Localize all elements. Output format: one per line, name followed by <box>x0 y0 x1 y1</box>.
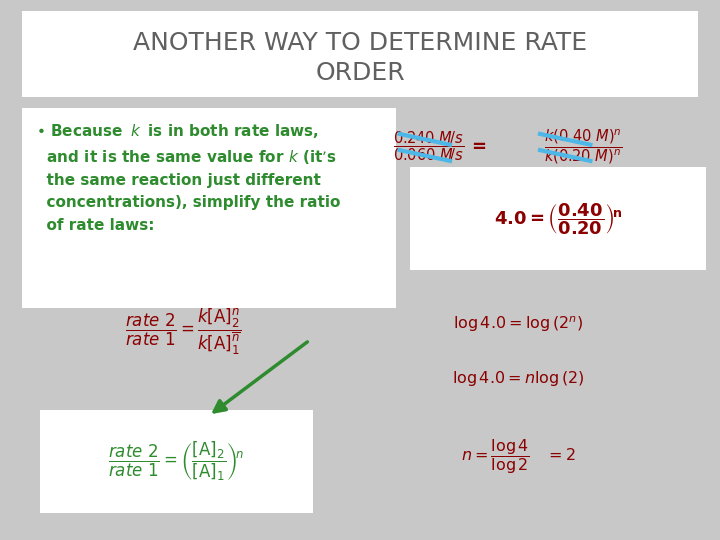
Text: $\mathbf{4.0 = \left(\dfrac{0.40}{0.20}\right)^{\!n}}$: $\mathbf{4.0 = \left(\dfrac{0.40}{0.20}\… <box>494 201 622 237</box>
Text: $\log 4.0 = n\log\left(2\right)$: $\log 4.0 = n\log\left(2\right)$ <box>452 368 585 388</box>
Text: =: = <box>472 138 486 156</box>
Text: $\dfrac{k(0.40\ M)^n}{k(0.20\ M)^n}$: $\dfrac{k(0.40\ M)^n}{k(0.20\ M)^n}$ <box>544 127 623 166</box>
FancyBboxPatch shape <box>22 11 698 97</box>
Text: $\dfrac{\mathit{rate\ 2}}{\mathit{rate\ 1}} = \dfrac{k[\mathrm{A}]_2^n}{k[\mathr: $\dfrac{\mathit{rate\ 2}}{\mathit{rate\ … <box>125 307 242 357</box>
FancyBboxPatch shape <box>22 108 396 308</box>
Text: ORDER: ORDER <box>315 61 405 85</box>
Text: $\log 4.0 = \log\left(2^n\right)$: $\log 4.0 = \log\left(2^n\right)$ <box>454 314 583 334</box>
Text: ANOTHER WAY TO DETERMINE RATE: ANOTHER WAY TO DETERMINE RATE <box>133 31 587 55</box>
Text: $n = \dfrac{\log 4}{\log 2} \quad = 2$: $n = \dfrac{\log 4}{\log 2} \quad = 2$ <box>461 437 576 476</box>
FancyBboxPatch shape <box>410 167 706 270</box>
FancyBboxPatch shape <box>40 410 313 513</box>
Text: $\dfrac{\mathit{rate\ 2}}{\mathit{rate\ 1}} = \left(\dfrac{[\mathrm{A}]_2}{[\mat: $\dfrac{\mathit{rate\ 2}}{\mathit{rate\ … <box>108 440 245 483</box>
Text: • Because  $k$  is in both rate laws,
  and it is the same value for $k$ (it’s
 : • Because $k$ is in both rate laws, and … <box>36 122 341 233</box>
Text: $\dfrac{0.240\ M\!/s}{0.060\ M\!/s}$: $\dfrac{0.240\ M\!/s}{0.060\ M\!/s}$ <box>392 130 464 164</box>
